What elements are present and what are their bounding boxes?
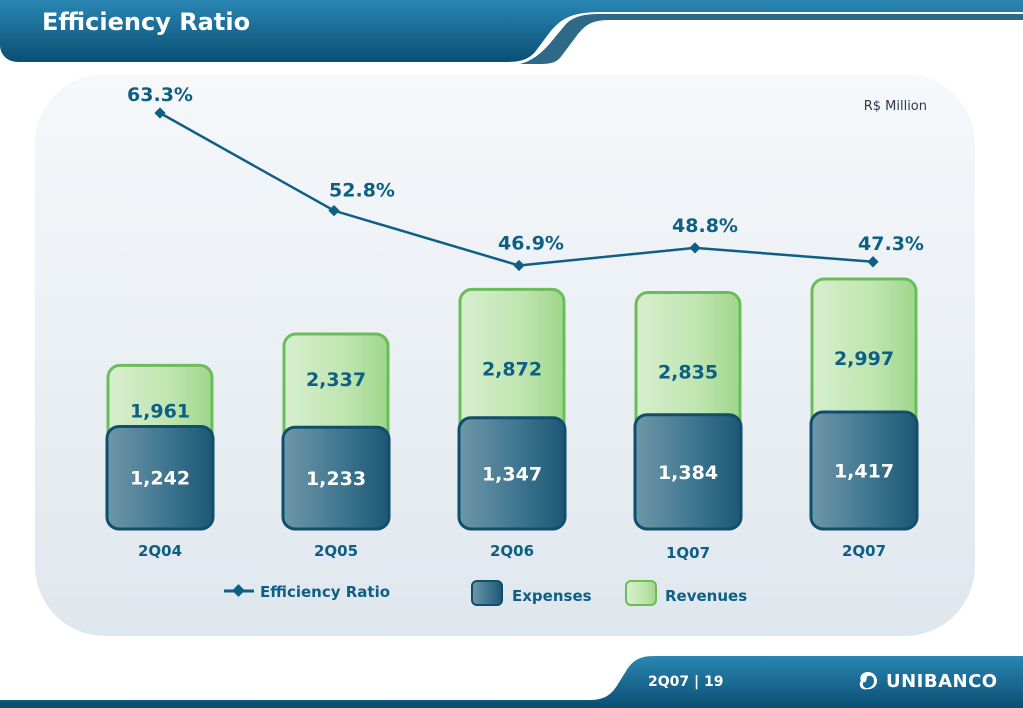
- expense-value-label: 1,384: [658, 462, 718, 484]
- expense-bar: [809, 410, 919, 531]
- legend-line-marker: [232, 584, 245, 597]
- efficiency-ratio-label: 48.8%: [672, 215, 738, 237]
- unibanco-logo-text: UNIBANCO: [886, 670, 998, 692]
- efficiency-ratio-label: 46.9%: [498, 233, 564, 255]
- efficiency-ratio-point: [154, 107, 166, 119]
- revenue-value-label: 1,961: [130, 400, 190, 422]
- header-band: [0, 0, 1023, 62]
- unibanco-logo: UNIBANCO: [856, 670, 998, 692]
- revenue-value-label: 2,337: [306, 369, 366, 391]
- legend-label-expenses: Expenses: [512, 587, 592, 605]
- expense-bar: [105, 424, 215, 531]
- x-axis-tick-label: 1Q07: [666, 544, 710, 562]
- legend-revenues-swatch: [625, 580, 657, 606]
- revenue-value-label: 2,997: [834, 348, 894, 370]
- x-axis-tick-label: 2Q06: [490, 542, 534, 560]
- efficiency-ratio-point: [689, 242, 701, 254]
- x-axis-tick-label: 2Q05: [314, 542, 358, 560]
- expense-value-label: 1,417: [834, 461, 894, 483]
- unibanco-logo-icon: [859, 672, 877, 690]
- expense-value-label: 1,233: [306, 468, 366, 490]
- revenue-value-label: 2,872: [482, 358, 542, 380]
- efficiency-ratio-label: 52.8%: [329, 180, 395, 202]
- expense-bar: [457, 416, 567, 531]
- unit-label: R$ Million: [863, 99, 927, 114]
- revenue-value-label: 2,835: [658, 362, 718, 384]
- efficiency-ratio-point: [328, 204, 340, 217]
- footer-stripe: [0, 702, 600, 708]
- x-axis-tick-label: 2Q04: [138, 542, 182, 560]
- legend-label-revenues: Revenues: [665, 587, 747, 605]
- x-axis-tick-label: 2Q07: [842, 542, 886, 560]
- efficiency-ratio-label: 47.3%: [858, 233, 924, 255]
- legend-label-efficiency: Efficiency Ratio: [260, 583, 390, 601]
- header-stripe: [520, 14, 1023, 64]
- efficiency-ratio-point: [513, 259, 525, 272]
- footer-band: [0, 656, 1023, 708]
- efficiency-ratio-point: [867, 256, 879, 268]
- expense-value-label: 1,242: [130, 468, 190, 490]
- expense-bar: [633, 413, 743, 531]
- footer-page-number: 2Q07 | 19: [648, 674, 724, 690]
- page-title: Efficiency Ratio: [42, 8, 251, 36]
- legend-expenses-swatch: [471, 580, 503, 606]
- expense-bar: [281, 425, 391, 531]
- expense-value-label: 1,347: [482, 463, 542, 485]
- efficiency-ratio-label: 63.3%: [127, 84, 193, 106]
